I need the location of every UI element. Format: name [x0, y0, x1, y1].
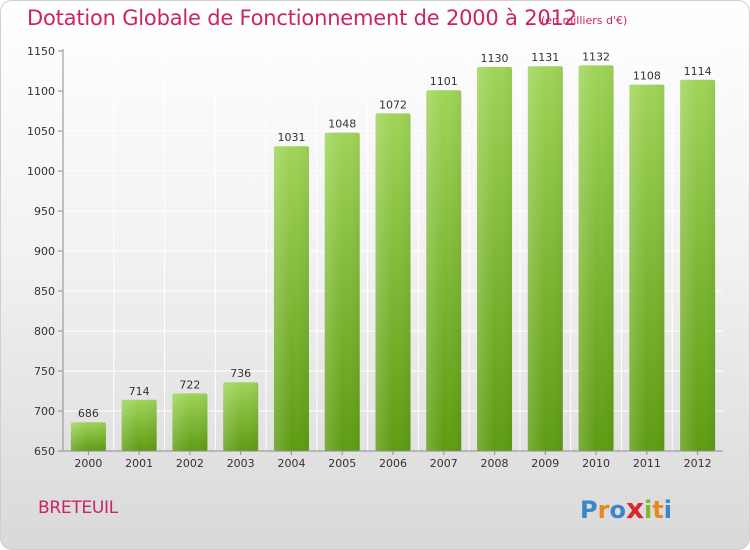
x-tick-label: 2010 — [582, 457, 610, 470]
x-tick-label: 2000 — [74, 457, 102, 470]
data-label: 1072 — [379, 98, 407, 111]
x-tick-label: 2008 — [481, 457, 509, 470]
data-label: 1131 — [531, 51, 559, 64]
chart-title: Dotation Globale de Fonctionnement de 20… — [27, 6, 577, 30]
data-label: 1048 — [328, 118, 356, 131]
data-label: 1114 — [684, 65, 712, 78]
data-label: 714 — [129, 385, 150, 398]
y-tick-label: 1100 — [27, 85, 55, 98]
x-tick-label: 2001 — [125, 457, 153, 470]
data-label: 722 — [179, 378, 200, 391]
y-tick-label: 650 — [34, 445, 55, 458]
logo-letter: x — [625, 492, 644, 525]
logo-letter: o — [609, 496, 626, 524]
data-label: 736 — [230, 367, 251, 380]
x-tick-label: 2005 — [328, 457, 356, 470]
data-label: 1031 — [277, 131, 305, 144]
bar-shade — [375, 113, 411, 452]
data-label: 1130 — [481, 52, 509, 65]
x-tick-label: 2003 — [227, 457, 255, 470]
bar-shade — [477, 67, 513, 451]
logo-letter: t — [652, 496, 664, 524]
bar-shade — [273, 146, 309, 451]
bar-shade — [70, 422, 106, 451]
y-tick-label: 900 — [34, 245, 55, 258]
bar-shade — [121, 399, 157, 451]
x-tick-label: 2004 — [277, 457, 305, 470]
x-tick-label: 2012 — [684, 457, 712, 470]
commune-name: BRETEUIL — [38, 498, 118, 518]
logo-letter: i — [663, 496, 672, 524]
bar-shade — [578, 65, 614, 452]
x-tick-label: 2011 — [633, 457, 661, 470]
x-tick-label: 2007 — [430, 457, 458, 470]
unit-note: (en milliers d'€) — [541, 14, 628, 27]
y-tick-label: 1150 — [27, 45, 55, 58]
data-label: 1108 — [633, 70, 661, 83]
data-labels: 686 714 722 736 1031 1048 1072 1101 1130 1131 1132… — [78, 50, 712, 420]
x-tick-label: 2009 — [531, 457, 559, 470]
y-tick-label: 850 — [34, 285, 55, 298]
data-label: 686 — [78, 407, 99, 420]
proxiti-logo[interactable]: Proxiti — [580, 492, 672, 525]
logo-letter: i — [644, 496, 653, 524]
y-tick-label: 1050 — [27, 125, 55, 138]
y-tick-label: 700 — [34, 405, 55, 418]
x-tick-label: 2006 — [379, 457, 407, 470]
data-label: 1132 — [582, 50, 610, 63]
axes: 650 700 750 800 850 900 950 1000 1050 1100 1150 200… — [27, 45, 723, 470]
bar-shade — [324, 132, 360, 451]
data-label: 1101 — [430, 75, 458, 88]
x-tick-label: 2002 — [176, 457, 204, 470]
bar-shade — [527, 66, 563, 451]
logo-letter: r — [597, 496, 610, 524]
y-tick-label: 1000 — [27, 165, 55, 178]
y-tick-label: 800 — [34, 325, 55, 338]
bar-shade — [629, 84, 665, 451]
bar-shade — [426, 90, 462, 451]
bar-shade — [172, 393, 208, 451]
bar-shade — [223, 382, 259, 451]
logo-letter: P — [580, 496, 598, 524]
bars — [70, 65, 716, 452]
y-tick-label: 750 — [34, 365, 55, 378]
bar-shade — [680, 79, 716, 452]
y-tick-label: 950 — [34, 205, 55, 218]
